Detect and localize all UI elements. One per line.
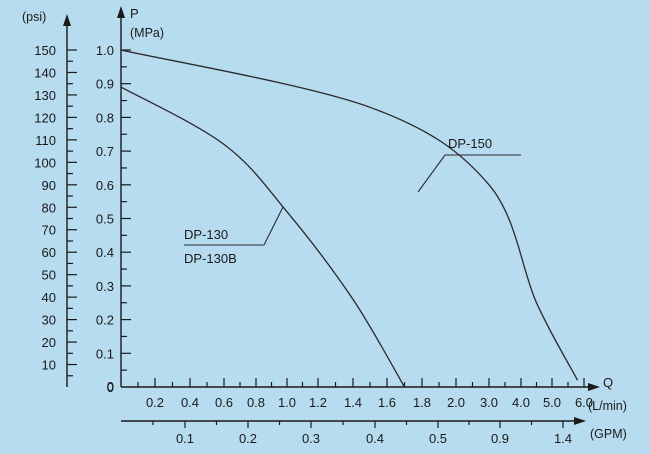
mpa-tick-label: 0.4	[96, 245, 114, 260]
lmin-axis-label: Q	[603, 375, 613, 390]
mpa-tick-label: 0.5	[96, 212, 114, 227]
dp-130b-series-label: DP-130B	[184, 251, 237, 266]
psi-tick-label: 50	[42, 268, 56, 283]
lmin-tick-label: 0.2	[146, 395, 164, 410]
lmin-tick-label: 6.0	[575, 395, 593, 410]
psi-tick-label: 90	[42, 178, 56, 193]
mpa-tick-label: 0.1	[96, 346, 114, 361]
lmin-axis-arrow-icon	[588, 383, 600, 391]
psi-axis-label: (psi)	[22, 10, 46, 24]
lmin-tick-label: 0.8	[247, 395, 265, 410]
lmin-tick-group: 0.2 0.4 0.6 0.8 1.0 1.2 1.4 1.6 1.8 2.0 3.0 4.0 5.0 6…	[137, 378, 593, 410]
series-line-dp-150	[120, 49, 579, 381]
psi-tick-label: 150	[34, 43, 56, 58]
lmin-tick-label: 1.2	[309, 395, 327, 410]
psi-tick-label: 120	[34, 110, 56, 125]
mpa-tick-group: 0 0.1 0.2 0.3 0.4 0.5 0.6 0.7 0.8 0.9 1.0	[96, 43, 131, 395]
dp-150-leader-line	[417, 154, 521, 193]
lmin-tick-label: 1.6	[378, 395, 396, 410]
dp-150-series-label: DP-150	[448, 136, 492, 151]
mpa-tick-label: 0.7	[96, 144, 114, 159]
mpa-tick-label: 0.2	[96, 313, 114, 328]
psi-tick-group: 10 20 30 40 50 60 70 80 90 100 110 120 130 140 150 0	[34, 43, 114, 394]
lmin-tick-label: 1.0	[278, 395, 296, 410]
gpm-tick-label: 0.1	[176, 431, 194, 446]
gpm-tick-label: 0.3	[302, 431, 320, 446]
gpm-tick-label: 0.4	[366, 431, 384, 446]
gpm-tick-label: 0.2	[239, 431, 257, 446]
mpa-tick-label: 0.3	[96, 279, 114, 294]
psi-tick-label: 30	[42, 313, 56, 328]
psi-tick-label: 80	[42, 200, 56, 215]
lmin-tick-label: 3.0	[480, 395, 498, 410]
lmin-tick-label: 1.4	[344, 395, 362, 410]
psi-tick-label: 20	[42, 335, 56, 350]
psi-tick-label: 10	[42, 358, 56, 373]
psi-tick-label: 110	[35, 133, 56, 148]
mpa-tick-label: 0.9	[96, 77, 114, 92]
lmin-tick-label: 0.6	[215, 395, 233, 410]
psi-tick-label: 60	[42, 245, 56, 260]
lmin-tick-label: 5.0	[543, 395, 561, 410]
psi-tick-label: 40	[42, 290, 56, 305]
lmin-tick-label: 4.0	[512, 395, 530, 410]
series-line-dp-130	[120, 86, 406, 388]
mpa-axis-arrow-icon	[117, 6, 125, 18]
lmin-tick-label: 2.0	[447, 395, 465, 410]
psi-tick-label: 70	[42, 223, 56, 238]
dp-130-series-label: DP-130	[184, 227, 228, 242]
gpm-axis-arrow-icon	[574, 417, 586, 425]
lmin-tick-label: 1.8	[413, 395, 431, 410]
psi-tick-label: 100	[34, 155, 56, 170]
gpm-tick-label: 0.9	[491, 431, 509, 446]
lmin-tick-label: 0.4	[181, 395, 199, 410]
mpa-tick-label: 0.8	[96, 110, 114, 125]
gpm-tick-group: 0.1 0.2 0.3 0.4 0.5 0.9 1.4	[152, 421, 572, 446]
gpm-axis-unit-label: (GPM)	[590, 427, 627, 441]
psi-tick-label: 140	[34, 65, 56, 80]
mpa-axis-label: P	[130, 6, 139, 21]
origin-tick-label: 0	[107, 379, 114, 394]
mpa-tick-label: 0.6	[96, 178, 114, 193]
psi-tick-label: 130	[34, 88, 56, 103]
lmin-axis-unit-label: (L/min)	[588, 399, 627, 413]
dp-130-leader-line	[184, 206, 284, 246]
mpa-tick-label: 1.0	[96, 43, 114, 58]
mpa-axis-unit-label: (MPa)	[130, 26, 164, 40]
gpm-tick-label: 1.4	[554, 431, 572, 446]
mpa-tick-label: 0	[107, 380, 114, 395]
gpm-tick-label: 0.5	[429, 431, 447, 446]
psi-axis-arrow-icon	[63, 14, 71, 26]
